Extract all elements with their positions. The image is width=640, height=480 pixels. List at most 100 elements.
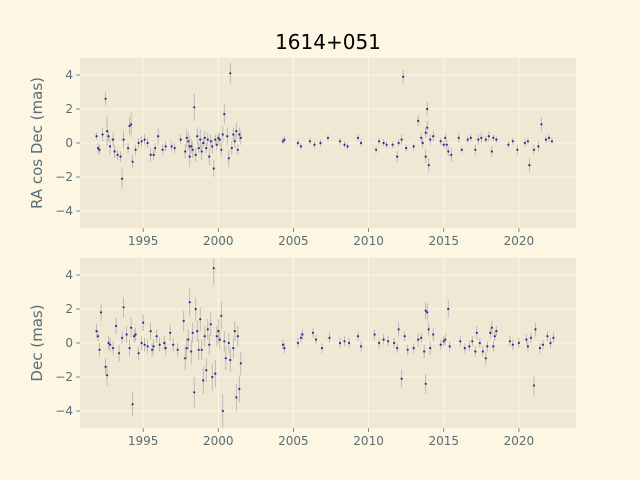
data-point [119,155,122,158]
data-point [445,143,448,146]
data-point [427,164,430,167]
data-point [117,352,121,355]
data-point [442,340,445,343]
data-point [137,352,140,355]
data-point [221,409,224,413]
data-point [196,135,199,138]
data-point [396,347,399,350]
data-point [111,347,115,350]
data-point [450,153,453,156]
data-point [95,330,98,333]
data-point [549,341,552,345]
data-point [126,147,130,150]
data-point [202,379,205,382]
data-point [239,136,242,139]
data-point [199,138,202,141]
data-point [283,347,286,350]
data-point [328,336,331,339]
data-point [202,141,205,145]
data-point [155,335,158,338]
y-tick-label: 2 [65,102,73,116]
x-tick-label: 1995 [128,434,159,448]
data-point [223,340,226,343]
data-point [412,145,415,148]
data-point [484,138,487,141]
data-point [184,150,187,153]
y-tick-label: 2 [65,302,73,316]
data-point [211,145,214,148]
data-point [170,145,173,148]
data-point [417,338,420,341]
data-point [111,138,115,141]
data-point [281,343,285,346]
data-point [140,341,143,345]
data-point [200,348,203,351]
data-point [232,347,235,350]
data-point [523,141,526,145]
data-point [203,136,206,139]
data-point [143,138,146,141]
data-point [538,347,542,350]
data-point [444,136,447,139]
data-point [105,130,109,133]
data-point [137,141,140,145]
data-point [206,328,209,331]
data-point [224,357,227,360]
y-tick-label: −4 [55,204,73,218]
y-axis-label: Dec (mas) [28,304,46,381]
data-point [475,331,478,334]
data-point [188,155,191,158]
data-point [95,135,98,138]
data-point [176,348,179,351]
data-point [215,143,218,146]
data-point [487,135,490,138]
data-point [205,369,208,372]
data-point [314,338,318,341]
data-point [239,362,242,365]
data-point [217,330,220,333]
data-point [161,148,164,151]
data-point [114,324,118,328]
data-point [220,148,223,151]
data-point [517,341,520,345]
data-point [356,335,360,338]
data-point [187,338,190,341]
data-point [311,331,315,334]
data-point [217,136,220,139]
x-tick-label: 2015 [428,434,459,448]
data-point [412,347,415,350]
data-point [169,331,172,334]
data-point [96,335,100,338]
x-tick-label: 2020 [504,434,535,448]
data-point [229,72,232,75]
data-point [426,311,429,314]
data-point [233,140,236,143]
data-point [396,155,399,158]
data-point [526,345,530,348]
data-point [356,136,360,139]
data-layer [95,63,554,189]
data-point [507,143,510,146]
data-point [382,338,385,341]
data-point [468,345,471,348]
data-point [120,177,124,180]
data-point [474,148,477,151]
data-point [188,301,191,304]
data-point [227,341,230,345]
data-point [131,160,134,163]
data-point [442,143,445,146]
data-point [403,335,406,338]
data-point [197,348,200,351]
data-point [185,347,188,350]
data-point [313,143,316,146]
data-point [194,307,197,311]
data-point [400,138,403,141]
data-point [423,350,426,353]
data-point [426,126,429,129]
data-point [182,319,185,322]
data-point [417,119,420,122]
data-point [236,335,239,338]
data-point [185,136,188,139]
data-point [546,335,549,338]
data-point [157,135,160,138]
